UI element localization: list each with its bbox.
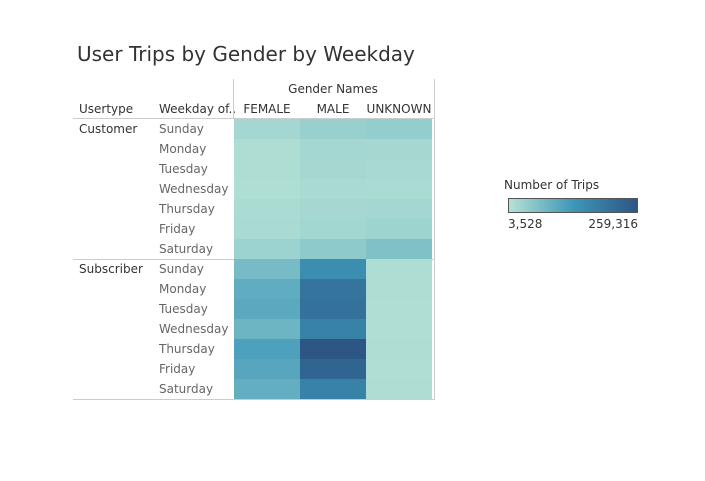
- header-divider-right: [434, 79, 435, 119]
- weekday-label: Friday: [159, 222, 196, 236]
- heatmap-cell: [300, 339, 366, 359]
- heatmap-cell: [366, 159, 432, 179]
- heatmap-cell: [234, 359, 300, 379]
- heatmap-cell: [366, 239, 432, 259]
- heatmap-cell: [234, 139, 300, 159]
- weekday-label: Thursday: [159, 342, 215, 356]
- column-group-header: Gender Names: [288, 82, 378, 96]
- weekday-label: Tuesday: [159, 162, 208, 176]
- heatmap-cell: [300, 299, 366, 319]
- legend-max-label: 259,316: [588, 217, 638, 231]
- legend-title: Number of Trips: [504, 178, 600, 192]
- weekday-label: Wednesday: [159, 322, 229, 336]
- heatmap-cell: [366, 359, 432, 379]
- heatmap-cell: [366, 139, 432, 159]
- column-header-female: FEMALE: [243, 102, 291, 116]
- heatmap-cell: [300, 239, 366, 259]
- heatmap-cell: [300, 259, 366, 279]
- chart-title: User Trips by Gender by Weekday: [77, 42, 415, 66]
- heatmap-cell: [366, 219, 432, 239]
- usertype-label-customer: Customer: [79, 122, 138, 136]
- weekday-label: Monday: [159, 282, 207, 296]
- heatmap-cell: [300, 279, 366, 299]
- weekday-label: Friday: [159, 362, 196, 376]
- heatmap-cell: [234, 279, 300, 299]
- header-divider-left: [233, 79, 234, 119]
- heatmap-cell: [300, 219, 366, 239]
- weekday-label: Saturday: [159, 242, 214, 256]
- heatmap-cell: [366, 379, 432, 399]
- usertype-label-subscriber: Subscriber: [79, 262, 143, 276]
- heatmap-cell: [234, 119, 300, 139]
- weekday-label: Sunday: [159, 122, 204, 136]
- heatmap-cell: [300, 119, 366, 139]
- weekday-label: Tuesday: [159, 302, 208, 316]
- heatmap-cell: [234, 319, 300, 339]
- heatmap-cell: [300, 159, 366, 179]
- weekday-label: Wednesday: [159, 182, 229, 196]
- heatmap-cell: [234, 159, 300, 179]
- table-right-border: [434, 119, 435, 399]
- heatmap-cell: [366, 119, 432, 139]
- heatmap-cell: [366, 199, 432, 219]
- heatmap-cell: [300, 379, 366, 399]
- heatmap-cell: [300, 139, 366, 159]
- legend-min-label: 3,528: [508, 217, 543, 231]
- heatmap-cell: [234, 239, 300, 259]
- table-bottom-line: [73, 399, 435, 400]
- heatmap-cell: [234, 199, 300, 219]
- weekday-label: Monday: [159, 142, 207, 156]
- heatmap-cell: [366, 319, 432, 339]
- heatmap-cell: [234, 379, 300, 399]
- column-header-male: MALE: [316, 102, 350, 116]
- heatmap-cell: [234, 259, 300, 279]
- weekday-label: Thursday: [159, 202, 215, 216]
- heatmap-cell: [234, 339, 300, 359]
- heatmap-cell: [234, 299, 300, 319]
- heatmap-cell: [366, 299, 432, 319]
- usertype-header: Usertype: [79, 102, 134, 116]
- column-header-unknown: UNKNOWN: [366, 102, 432, 116]
- header-bottom-line: [73, 118, 435, 119]
- heatmap-cell: [300, 359, 366, 379]
- heatmap-cell: [300, 319, 366, 339]
- heatmap-cell: [366, 259, 432, 279]
- heatmap-cell: [366, 179, 432, 199]
- weekday-label: Sunday: [159, 262, 204, 276]
- heatmap-cell: [366, 339, 432, 359]
- weekday-header: Weekday of..: [159, 102, 237, 116]
- heatmap-cell: [234, 219, 300, 239]
- heatmap-cell: [300, 179, 366, 199]
- weekday-label: Saturday: [159, 382, 214, 396]
- heatmap-cell: [234, 179, 300, 199]
- heatmap-cell: [300, 199, 366, 219]
- heatmap-cell: [366, 279, 432, 299]
- legend-color-ramp: [508, 198, 638, 213]
